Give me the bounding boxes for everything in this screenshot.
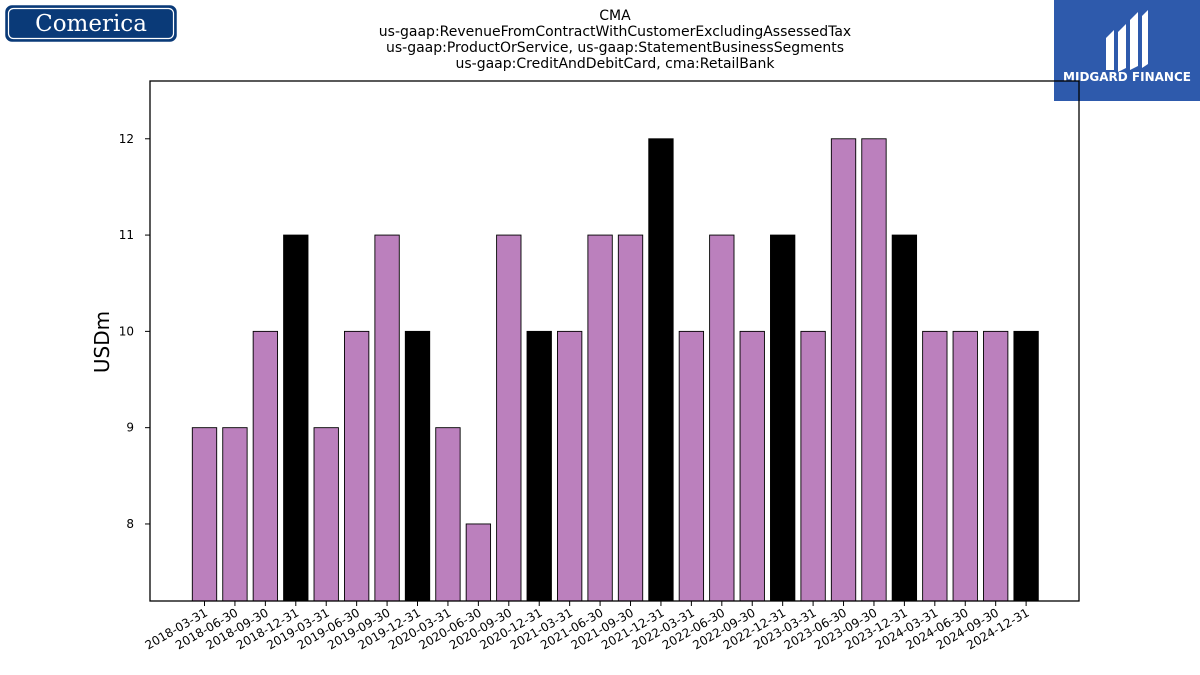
- y-tick-label: 8: [126, 517, 134, 531]
- bar-2018-09-30: [252, 330, 279, 602]
- midgard-mark-icon: [1106, 10, 1148, 72]
- midgard-finance-logo: MIDGARD FINANCE: [1054, 0, 1200, 101]
- bar-2020-03-31: [435, 427, 461, 602]
- plot-frame: [149, 80, 1080, 602]
- y-tick-label: 11: [119, 228, 134, 242]
- y-tick-label: 9: [126, 421, 134, 435]
- bar-2023-06-30: [830, 138, 857, 602]
- bar-2022-12-31: [770, 234, 796, 602]
- bar-2024-03-31: [922, 330, 948, 602]
- bar-2021-09-30: [617, 234, 644, 602]
- y-axis: 8 9 10 11 12: [119, 132, 150, 531]
- chart-title: CMAus-gaap:RevenueFromContractWithCustom…: [379, 8, 851, 72]
- chart-title-line: us-gaap:CreditAndDebitCard, cma:RetailBa…: [456, 56, 776, 72]
- bar-2020-12-31: [526, 330, 552, 602]
- bar-2023-12-31: [891, 234, 918, 602]
- x-axis: 2018-03-312018-06-302018-09-302018-12-31…: [143, 601, 1032, 652]
- bar-2024-09-30: [983, 330, 1009, 602]
- comerica-logo-background: [5, 5, 177, 42]
- bar-2024-06-30: [952, 330, 978, 602]
- bar-2020-09-30: [496, 234, 522, 602]
- bar-2018-12-31: [283, 234, 309, 602]
- midgard-logo-background: [1054, 0, 1200, 101]
- bars-group: [191, 138, 1039, 602]
- bar-2022-03-31: [678, 330, 705, 602]
- y-axis-label: USDm: [90, 311, 114, 373]
- y-tick-label: 12: [119, 132, 134, 146]
- bar-2018-03-31: [191, 427, 218, 602]
- bar-2023-09-30: [861, 138, 887, 602]
- bar-2021-12-31: [648, 138, 674, 602]
- comerica-logo: Comerica: [5, 5, 177, 42]
- comerica-logo-inner-border: [7, 7, 175, 40]
- bar-2019-03-31: [313, 427, 339, 602]
- chart-title-line: us-gaap:RevenueFromContractWithCustomerE…: [379, 24, 851, 40]
- bar-2023-03-31: [800, 330, 826, 602]
- bar-2021-03-31: [557, 330, 583, 602]
- bar-2019-12-31: [404, 330, 431, 602]
- bar-2019-06-30: [344, 330, 370, 602]
- bar-2019-09-30: [374, 234, 400, 602]
- bar-2021-06-30: [587, 234, 613, 602]
- chart-title-line: CMA: [599, 8, 631, 24]
- comerica-logo-text: Comerica: [35, 11, 147, 37]
- y-tick-label: 10: [119, 324, 134, 338]
- midgard-logo-text: MIDGARD FINANCE: [1063, 70, 1191, 84]
- bar-2022-09-30: [739, 330, 765, 602]
- bar-2020-06-30: [465, 523, 492, 602]
- bar-2022-06-30: [709, 234, 735, 602]
- bar-2024-12-31: [1013, 330, 1039, 602]
- bar-2018-06-30: [222, 427, 248, 602]
- chart-title-line: us-gaap:ProductOrService, us-gaap:Statem…: [386, 40, 844, 56]
